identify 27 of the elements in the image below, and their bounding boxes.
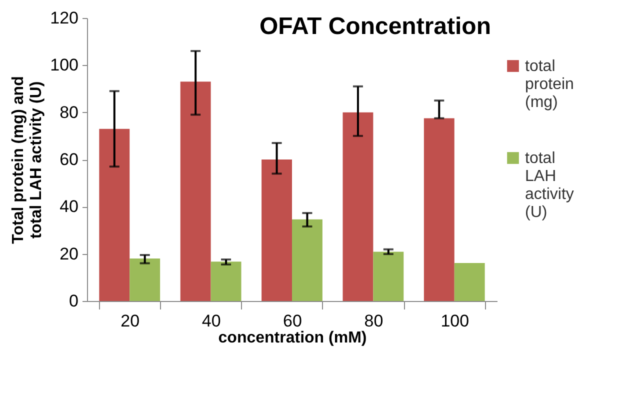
y-tick-label: 60 — [60, 150, 78, 169]
y-tick-label: 0 — [69, 292, 78, 310]
y-tick-label: 120 — [50, 8, 78, 28]
y-tick-label: 20 — [60, 244, 78, 264]
y-tick-label: 100 — [50, 56, 78, 75]
x-tick-label: 20 — [120, 312, 140, 330]
y-axis-title: Total protein (mg) and total LAH activity (U) — [10, 76, 46, 244]
bar — [180, 82, 211, 301]
x-axis-title: concentration (mM) — [218, 330, 367, 346]
y-tick-label: 40 — [60, 197, 78, 216]
bar — [373, 252, 404, 301]
x-tick-label: 40 — [202, 312, 221, 330]
bar — [342, 112, 374, 301]
y-tick-label: 80 — [60, 102, 78, 122]
legend-label: total LAH activity (U) — [525, 150, 574, 221]
bar — [454, 263, 485, 301]
bar — [99, 128, 130, 301]
x-tick-label: 100 — [440, 312, 470, 330]
bar — [424, 118, 454, 301]
legend-label: total protein (mg) — [525, 58, 574, 111]
x-tick-label: 60 — [283, 312, 302, 330]
bar — [262, 160, 292, 301]
bar — [292, 219, 322, 301]
bar — [130, 258, 160, 301]
bar — [210, 262, 242, 301]
x-tick-label: 80 — [364, 312, 384, 330]
chart-title: OFAT Concentration — [259, 13, 491, 40]
